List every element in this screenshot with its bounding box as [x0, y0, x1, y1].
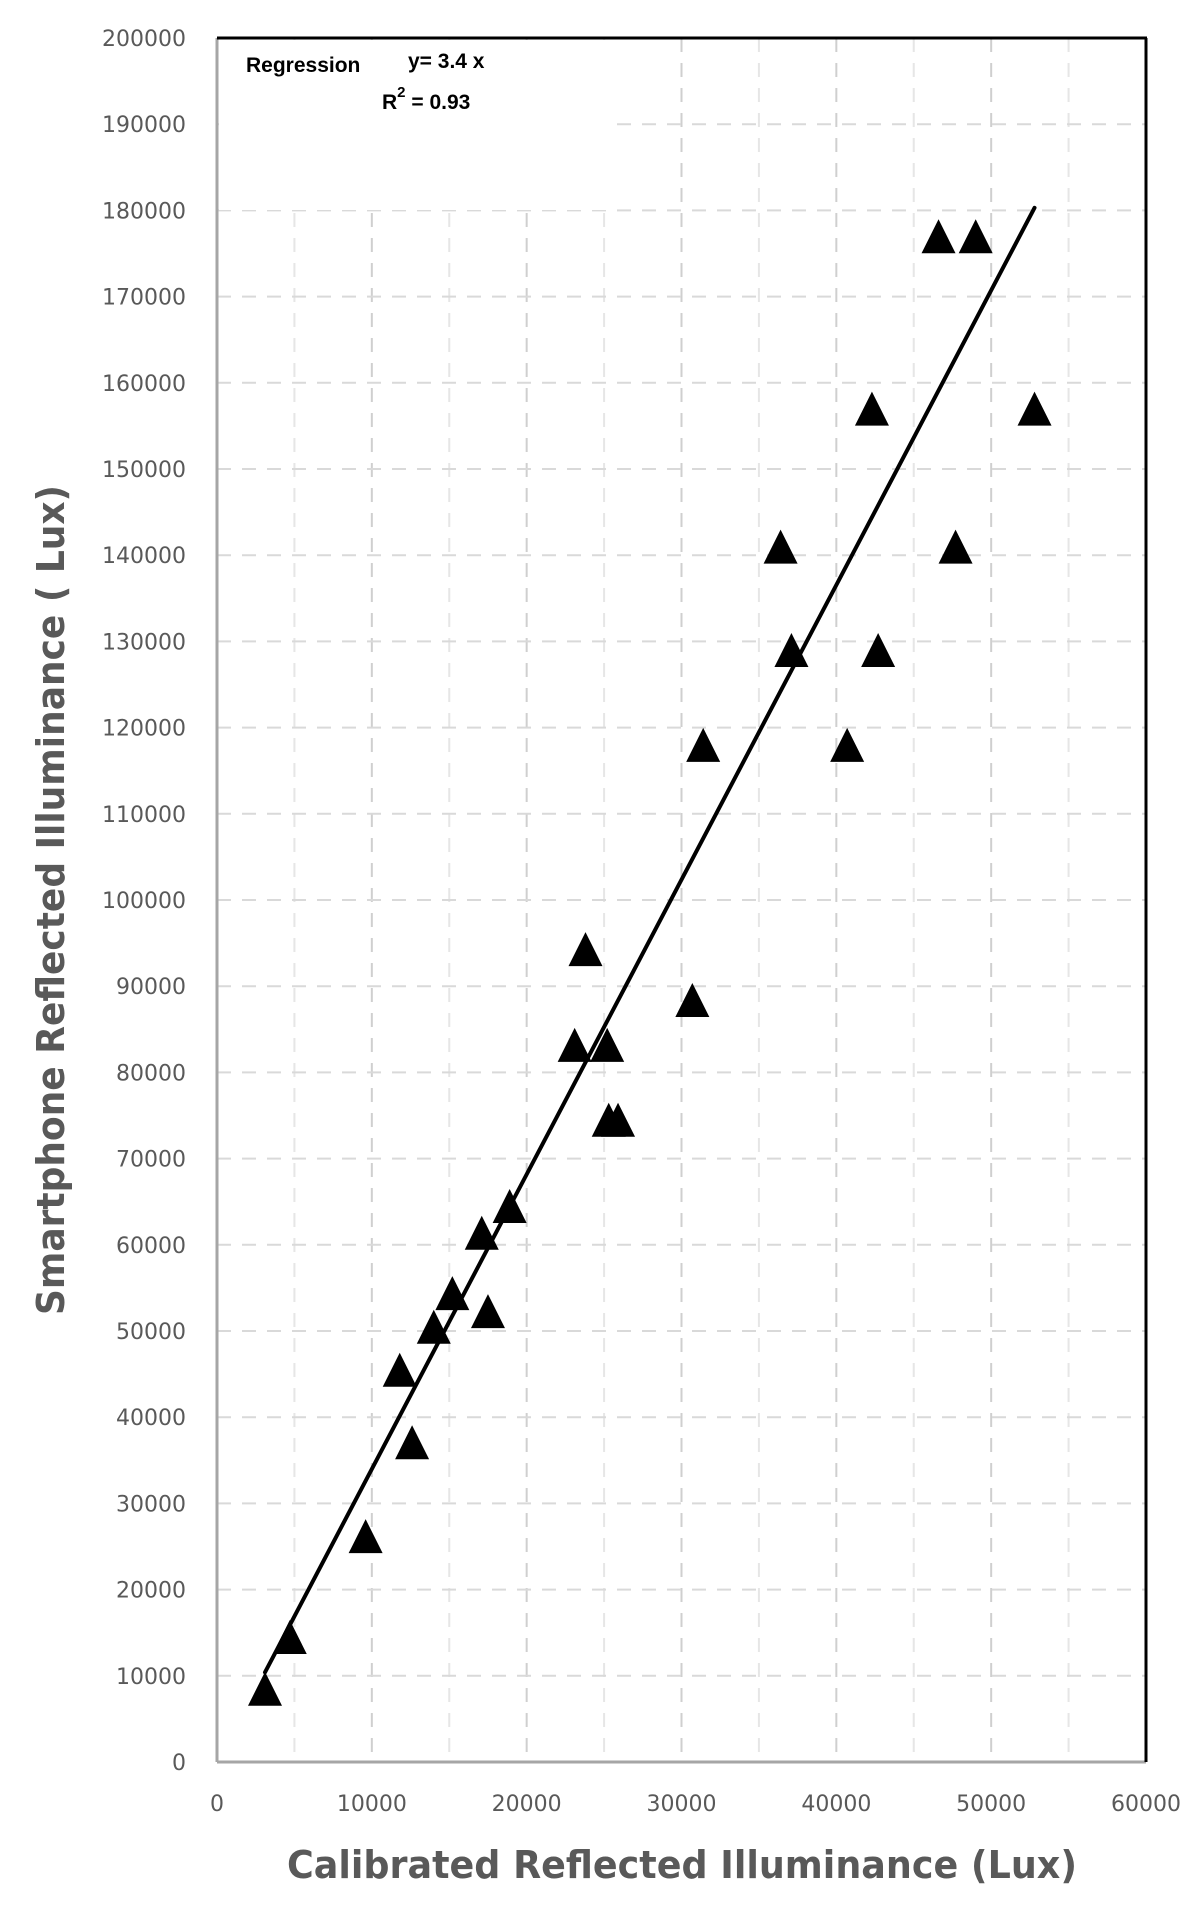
- plot-frame: [215, 36, 1148, 1764]
- y-tick-label: 160000: [102, 372, 186, 397]
- y-tick-label: 80000: [116, 1061, 186, 1086]
- x-tick-label: 10000: [337, 1792, 407, 1817]
- y-tick-label: 0: [172, 1751, 186, 1776]
- triangle-marker: [938, 529, 973, 564]
- triangle-marker: [348, 1519, 383, 1554]
- triangle-marker: [382, 1352, 417, 1387]
- y-tick-label: 170000: [102, 286, 186, 311]
- triangle-marker: [590, 1027, 625, 1062]
- x-tick-label: 0: [210, 1792, 224, 1817]
- triangle-marker: [675, 982, 710, 1017]
- triangle-marker: [763, 529, 798, 564]
- x-axis-title: Calibrated Reflected Illuminance (Lux): [287, 1843, 1077, 1887]
- y-tick-label: 150000: [102, 458, 186, 483]
- legend-label: Regression: [246, 54, 360, 77]
- y-axis-title: Smartphone Reflected Illuminance ( Lux): [29, 485, 73, 1315]
- y-tick-label: 50000: [116, 1320, 186, 1345]
- y-tick-label: 20000: [116, 1579, 186, 1604]
- triangle-marker: [464, 1215, 499, 1250]
- triangle-marker: [470, 1294, 505, 1329]
- x-tick-label: 60000: [1111, 1792, 1181, 1817]
- triangle-marker: [958, 219, 993, 254]
- triangle-marker: [272, 1620, 307, 1655]
- y-tick-label: 60000: [116, 1234, 186, 1259]
- y-tick-label: 30000: [116, 1492, 186, 1517]
- legend-r2-superscript: 2: [397, 84, 405, 101]
- triangle-marker: [1017, 391, 1052, 426]
- legend-r2-value: = 0.93: [406, 91, 471, 114]
- triangle-marker: [247, 1671, 282, 1706]
- legend-r2: R2 = 0.93: [382, 84, 470, 114]
- triangle-marker: [492, 1189, 527, 1224]
- y-axis-tick-labels: 0 10000 20000 30000 40000 50000 60000 70000 8000…: [102, 27, 186, 1776]
- triangle-marker: [395, 1425, 430, 1460]
- legend-equation: y= 3.4 x: [408, 50, 485, 73]
- legend: Regression y= 3.4 x R2 = 0.93: [246, 50, 485, 114]
- triangle-marker: [861, 633, 896, 668]
- data-points: [247, 219, 1052, 1706]
- y-tick-label: 10000: [116, 1665, 186, 1690]
- y-tick-label: 190000: [102, 113, 186, 138]
- x-tick-label: 20000: [492, 1792, 562, 1817]
- legend-box: [219, 40, 607, 210]
- triangle-marker: [557, 1027, 592, 1062]
- triangle-marker: [568, 932, 603, 967]
- triangle-marker: [830, 727, 865, 762]
- x-tick-label: 40000: [801, 1792, 871, 1817]
- x-tick-label: 30000: [647, 1792, 717, 1817]
- triangle-marker: [416, 1309, 451, 1344]
- triangle-marker: [774, 633, 809, 668]
- gridlines: [217, 38, 1146, 1762]
- y-tick-label: 100000: [102, 889, 186, 914]
- x-tick-label: 50000: [956, 1792, 1026, 1817]
- triangle-marker: [601, 1102, 636, 1137]
- y-tick-label: 130000: [102, 630, 186, 655]
- y-tick-label: 120000: [102, 717, 186, 742]
- y-tick-label: 40000: [116, 1406, 186, 1431]
- y-tick-label: 70000: [116, 1148, 186, 1173]
- triangle-marker: [921, 219, 956, 254]
- triangle-marker: [686, 727, 721, 762]
- y-tick-label: 180000: [102, 199, 186, 224]
- y-tick-label: 200000: [102, 27, 186, 52]
- triangle-marker: [435, 1276, 470, 1311]
- y-tick-label: 110000: [102, 803, 186, 828]
- regression-line: [262, 205, 1037, 1675]
- triangle-marker: [854, 391, 889, 426]
- legend-r2-prefix: R: [382, 91, 397, 114]
- x-axis-tick-labels: 0 10000 20000 30000 40000 50000 60000: [210, 1792, 1181, 1817]
- y-tick-label: 140000: [102, 544, 186, 569]
- y-tick-label: 90000: [116, 975, 186, 1000]
